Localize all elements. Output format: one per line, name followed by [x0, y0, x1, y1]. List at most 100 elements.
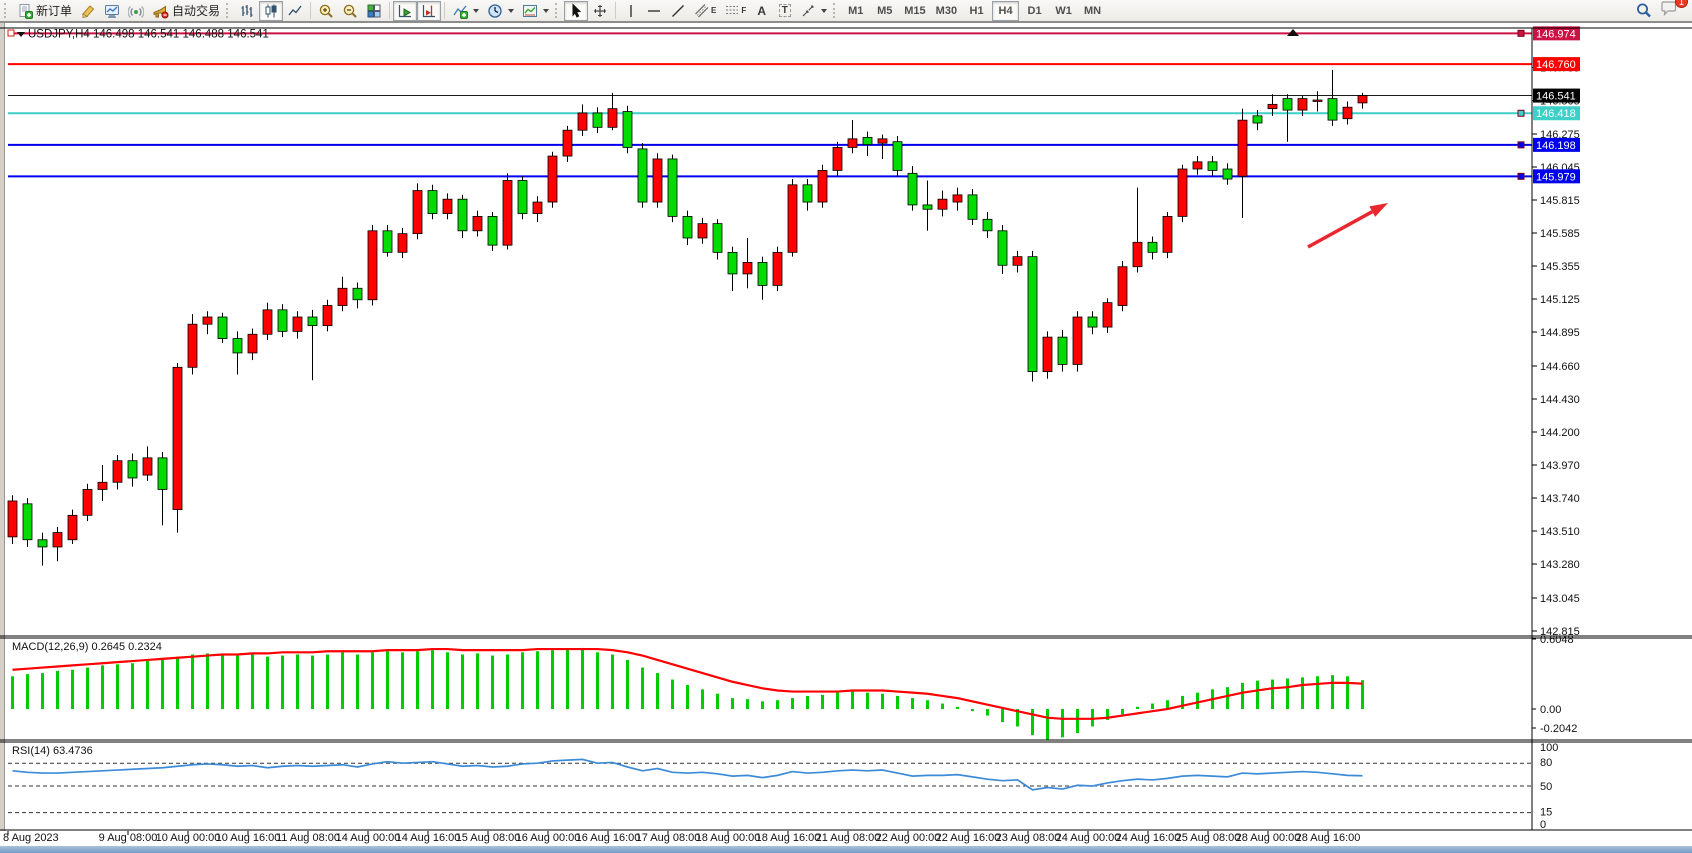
candle [532, 201, 543, 214]
fibo-sub-label: F [741, 6, 747, 15]
crosshair-button[interactable] [588, 1, 612, 21]
trendline-button[interactable] [666, 1, 690, 21]
price-badge-146.198 [1533, 137, 1580, 152]
timeframe-w1-button[interactable]: W1 [1050, 1, 1077, 21]
cursor-button[interactable] [564, 0, 589, 21]
time-axis-label: 10 Aug 00:00 [156, 832, 221, 844]
candle [682, 216, 693, 239]
search-button[interactable] [1631, 1, 1656, 21]
trend-arrow-head[interactable] [1369, 203, 1388, 217]
notification-badge: 1 [1675, 0, 1688, 8]
indicators-button[interactable] [448, 1, 483, 21]
toolbar-grip [833, 3, 838, 18]
current-price-badge: 146.541 [1536, 91, 1576, 103]
macd-axis-label: 0.6048 [1540, 634, 1574, 646]
channel-icon [694, 3, 710, 19]
fibonacci-button[interactable]: F [720, 1, 750, 21]
timeframe-h4-button[interactable]: H4 [992, 0, 1020, 21]
time-axis-label: 17 Aug 08:00 [636, 832, 701, 844]
line-handle-left[interactable] [7, 29, 15, 37]
candle [337, 287, 348, 306]
vertical-line-button[interactable] [619, 1, 642, 21]
text-button[interactable]: A [750, 1, 773, 21]
charts-window-button[interactable] [100, 1, 124, 21]
candle [832, 147, 843, 171]
candle [1057, 336, 1068, 365]
price-line-handle[interactable] [1517, 141, 1525, 149]
candle [1147, 241, 1158, 253]
time-axis-label: 28 Aug 00:00 [1236, 832, 1301, 844]
chart-menu-arrow-icon[interactable] [17, 32, 25, 37]
new-order-label: 新订单 [36, 4, 73, 18]
templates-dropdown-arrow[interactable] [543, 8, 550, 13]
periods-dropdown-arrow[interactable] [508, 8, 515, 13]
timeframe-m15-button[interactable]: M15 [900, 1, 929, 21]
signals-button[interactable] [124, 1, 148, 21]
tile-windows-button[interactable] [362, 1, 386, 21]
candle [172, 366, 183, 510]
price-axis[interactable] [1533, 28, 1692, 830]
time-axis-label: 18 Aug 00:00 [696, 832, 761, 844]
chart-area: 146.735146.505146.275146.045145.815145.5… [0, 23, 1692, 846]
price-badge-label: 146.974 [1536, 28, 1576, 40]
candle [772, 251, 783, 286]
notifications-button[interactable] [1656, 0, 1682, 19]
new-order-button[interactable]: 新订单 [13, 1, 76, 21]
price-badge-146.418 [1533, 106, 1580, 121]
candle [1102, 302, 1113, 328]
price-axis-label: 145.585 [1540, 228, 1580, 240]
candle [1132, 241, 1143, 268]
chart-svg: 146.735146.505146.275146.045145.815145.5… [0, 23, 1692, 846]
candle [142, 457, 153, 476]
candle [1177, 168, 1188, 217]
indicators-dropdown-arrow[interactable] [473, 8, 480, 13]
bar-chart-button[interactable] [235, 1, 259, 21]
timeframe-m30-button[interactable]: M30 [932, 1, 961, 21]
label-icon: T [778, 4, 791, 17]
templates-button[interactable] [518, 1, 553, 21]
price-line-handle[interactable] [1517, 172, 1525, 180]
candle [1192, 161, 1203, 170]
candle [397, 233, 408, 253]
candle [712, 223, 723, 253]
time-axis-label: 22 Aug 16:00 [936, 832, 1001, 844]
timeframe-mn-button[interactable]: MN [1079, 1, 1106, 21]
auto-trading-button[interactable]: 自动交易 [148, 1, 224, 21]
auto-trading-icon [152, 3, 169, 19]
rsi-axis-label: 50 [1540, 781, 1552, 793]
chart-shift-button[interactable] [417, 0, 442, 21]
zoom-out-button[interactable] [338, 1, 362, 21]
zoom-in-button[interactable] [314, 1, 338, 21]
label-button[interactable]: T [773, 1, 796, 21]
price-line-handle[interactable] [1517, 109, 1525, 117]
price-axis-label: 143.740 [1540, 493, 1580, 505]
timeframe-m5-button[interactable]: M5 [871, 1, 898, 21]
candle [787, 184, 798, 253]
time-axis-label: 28 Aug 16:00 [1296, 832, 1361, 844]
price-axis-label: 144.895 [1540, 327, 1580, 339]
timeframe-d1-button[interactable]: D1 [1021, 1, 1048, 21]
horizontal-line-button[interactable] [642, 1, 666, 21]
candle [367, 230, 378, 301]
candle [457, 198, 468, 232]
price-line-handle[interactable] [1517, 29, 1525, 37]
text-icon: A [757, 3, 767, 18]
shapes-button[interactable] [796, 1, 831, 21]
chart-plot-area[interactable] [8, 28, 1532, 830]
shapes-dropdown-arrow[interactable] [821, 8, 828, 13]
candle [1042, 336, 1053, 373]
auto-scroll-button[interactable] [393, 0, 418, 21]
chart-shift-icon [421, 3, 437, 19]
metaeditor-button[interactable] [76, 1, 100, 21]
candle [127, 460, 138, 479]
trend-arrow-annotation[interactable] [1307, 210, 1374, 249]
price-axis-label: 144.200 [1540, 427, 1580, 439]
candlestick-chart-button[interactable] [259, 0, 284, 21]
periods-button[interactable] [483, 1, 518, 21]
time-axis[interactable] [0, 831, 1692, 846]
channel-button[interactable]: E [690, 1, 720, 21]
timeframe-h1-button[interactable]: H1 [963, 1, 990, 21]
timeframe-m1-button[interactable]: M1 [842, 1, 869, 21]
line-chart-button[interactable] [283, 1, 307, 21]
candle [82, 489, 93, 516]
